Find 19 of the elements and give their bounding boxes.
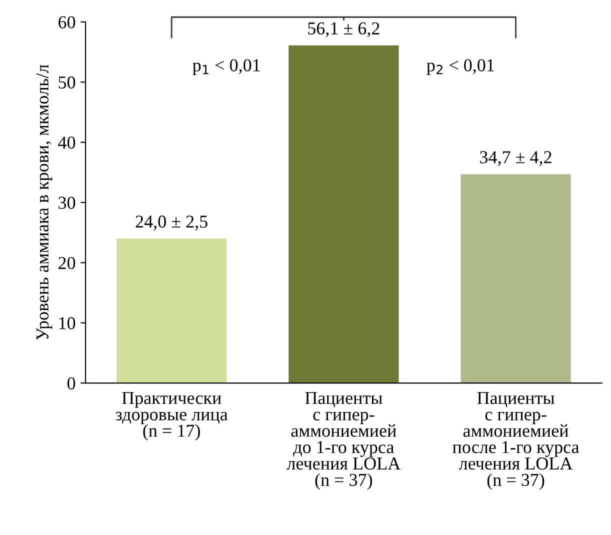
annotation: p$_{2}$ < 0,01 xyxy=(426,59,494,76)
y-tick-label: 30 xyxy=(58,196,76,209)
y-tick-label: 0 xyxy=(67,377,76,390)
y-tick-label: 10 xyxy=(59,317,76,330)
bar xyxy=(116,238,227,384)
data-label: 56,1 ± 6,2 xyxy=(308,22,380,38)
y-tick-label: 50 xyxy=(58,76,76,89)
data-label: 24,0 ± 2,5 xyxy=(136,216,208,230)
y-tick-label: 40 xyxy=(58,136,76,149)
bar xyxy=(460,174,571,384)
y-tick-label: 20 xyxy=(58,256,76,270)
y-tick-label: 60 xyxy=(58,16,76,28)
x-tick-label: Пациенты с гипер- аммониемией после 1-го курса лечения LOLA (n = 37) xyxy=(452,392,580,490)
y-axis-title: Уровень аммиака в крови, мкмоль/л xyxy=(36,64,52,340)
x-tick-label: Пациенты с гипер- аммониемией до 1-го курса лечения LOLA (n = 37) xyxy=(286,392,401,490)
x-tick-label: Практически здоровые лица (n = 17) xyxy=(116,392,228,441)
annotation: p$_{1}$ < 0,01 xyxy=(192,59,260,76)
bar xyxy=(288,45,399,384)
data-label: 34,7 ± 4,2 xyxy=(480,151,552,166)
